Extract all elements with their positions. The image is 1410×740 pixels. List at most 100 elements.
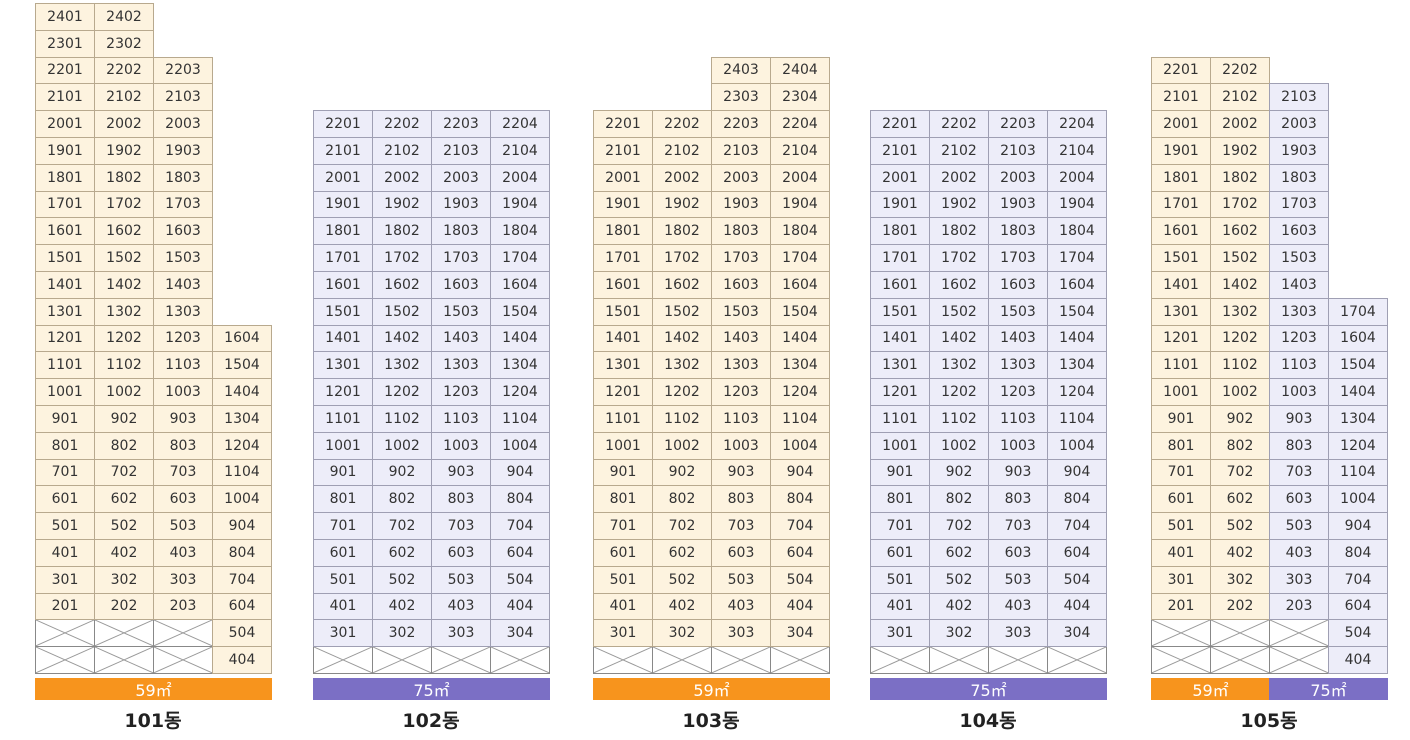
unit-cell: 2304 <box>770 83 830 112</box>
unit-cell: 703 <box>153 458 213 487</box>
unit-cell: 1004 <box>490 431 550 460</box>
unit-cell: 1403 <box>988 324 1048 353</box>
piloti-cell <box>35 646 95 674</box>
unit-cell: 1203 <box>1269 324 1329 353</box>
unit-cell: 904 <box>770 458 830 487</box>
unit-cell: 2203 <box>431 110 491 138</box>
unit-cell: 604 <box>1047 539 1107 567</box>
unit-cell: 501 <box>35 512 95 540</box>
unit-cell: 403 <box>153 539 213 567</box>
unit-cell: 1803 <box>711 217 771 246</box>
unit-cell: 1901 <box>870 190 930 219</box>
cross-hatch-icon <box>154 620 212 647</box>
unit-cell: 1504 <box>212 351 272 380</box>
unit-cell: 2203 <box>153 56 213 85</box>
unit-cell: 2203 <box>711 110 771 138</box>
unit-cell: 2001 <box>313 163 373 192</box>
unit-cell: 801 <box>1151 431 1211 460</box>
unit-cell: 1801 <box>593 217 653 246</box>
piloti-cell <box>1151 646 1211 674</box>
piloti-cell <box>1047 646 1107 674</box>
unit-cell: 1304 <box>212 405 272 433</box>
unit-cell: 1501 <box>35 244 95 272</box>
cross-hatch-icon <box>36 647 94 673</box>
unit-cell: 901 <box>1151 405 1211 433</box>
unit-cell: 1301 <box>1151 297 1211 326</box>
unit-cell: 1401 <box>593 324 653 353</box>
unit-cell: 2103 <box>988 137 1048 165</box>
unit-cell: 902 <box>94 405 154 433</box>
unit-cell: 2001 <box>870 163 930 192</box>
unit-cell: 304 <box>490 619 550 648</box>
unit-cell: 1203 <box>711 378 771 406</box>
cross-hatch-icon <box>930 647 988 673</box>
cross-hatch-icon <box>871 647 929 673</box>
unit-cell: 1204 <box>1328 431 1388 460</box>
unit-cell: 2101 <box>313 137 373 165</box>
unit-cell: 1404 <box>1328 378 1388 406</box>
unit-cell: 804 <box>490 485 550 514</box>
unit-cell: 602 <box>929 539 989 567</box>
unit-cell: 301 <box>870 619 930 648</box>
piloti-cell <box>1269 619 1329 648</box>
unit-cell: 602 <box>652 539 712 567</box>
unit-cell: 2002 <box>94 110 154 138</box>
unit-cell: 604 <box>212 592 272 621</box>
unit-cell: 704 <box>1328 565 1388 594</box>
unit-cell: 1702 <box>652 244 712 272</box>
unit-cell: 804 <box>1047 485 1107 514</box>
unit-cell: 2102 <box>372 137 432 165</box>
unit-cell: 903 <box>988 458 1048 487</box>
unit-cell: 2003 <box>153 110 213 138</box>
unit-cell: 1501 <box>1151 244 1211 272</box>
unit-cell: 303 <box>1269 565 1329 594</box>
unit-cell: 2204 <box>770 110 830 138</box>
unit-cell: 2401 <box>35 3 95 31</box>
unit-cell: 904 <box>490 458 550 487</box>
unit-cell: 1004 <box>212 485 272 514</box>
unit-cell: 201 <box>35 592 95 621</box>
unit-cell: 1204 <box>490 378 550 406</box>
unit-cell: 503 <box>711 565 771 594</box>
cross-hatch-icon <box>1048 647 1106 673</box>
cross-hatch-icon <box>1270 620 1328 647</box>
unit-cell: 1203 <box>988 378 1048 406</box>
unit-cell: 1701 <box>1151 190 1211 219</box>
unit-cell: 2402 <box>94 3 154 31</box>
unit-cell: 603 <box>988 539 1048 567</box>
unit-cell: 1404 <box>770 324 830 353</box>
unit-cell: 1501 <box>870 297 930 326</box>
unit-cell: 601 <box>35 485 95 514</box>
unit-cell: 1602 <box>372 271 432 299</box>
unit-cell: 1502 <box>372 297 432 326</box>
unit-cell: 1103 <box>1269 351 1329 380</box>
unit-cell: 703 <box>988 512 1048 540</box>
unit-cell: 1102 <box>1210 351 1270 380</box>
piloti-cell <box>593 646 653 674</box>
unit-cell: 1104 <box>490 405 550 433</box>
unit-cell: 2101 <box>1151 83 1211 112</box>
unit-cell: 502 <box>929 565 989 594</box>
unit-cell: 903 <box>1269 405 1329 433</box>
building-name: 102동 <box>402 710 460 732</box>
unit-cell: 1202 <box>1210 324 1270 353</box>
unit-cell: 2001 <box>593 163 653 192</box>
unit-cell: 2202 <box>1210 56 1270 85</box>
unit-cell: 804 <box>770 485 830 514</box>
unit-cell: 403 <box>431 592 491 621</box>
unit-cell: 502 <box>372 565 432 594</box>
unit-cell: 1802 <box>652 217 712 246</box>
unit-cell: 1204 <box>770 378 830 406</box>
unit-cell: 904 <box>1328 512 1388 540</box>
cross-hatch-icon <box>1152 620 1210 647</box>
unit-cell: 1001 <box>593 431 653 460</box>
unit-cell: 304 <box>1047 619 1107 648</box>
unit-cell: 804 <box>1328 539 1388 567</box>
unit-cell: 2004 <box>770 163 830 192</box>
unit-cell: 2104 <box>1047 137 1107 165</box>
unit-cell: 902 <box>1210 405 1270 433</box>
unit-cell: 2003 <box>711 163 771 192</box>
unit-cell: 2201 <box>313 110 373 138</box>
unit-cell: 1101 <box>35 351 95 380</box>
cross-hatch-icon <box>653 647 711 673</box>
